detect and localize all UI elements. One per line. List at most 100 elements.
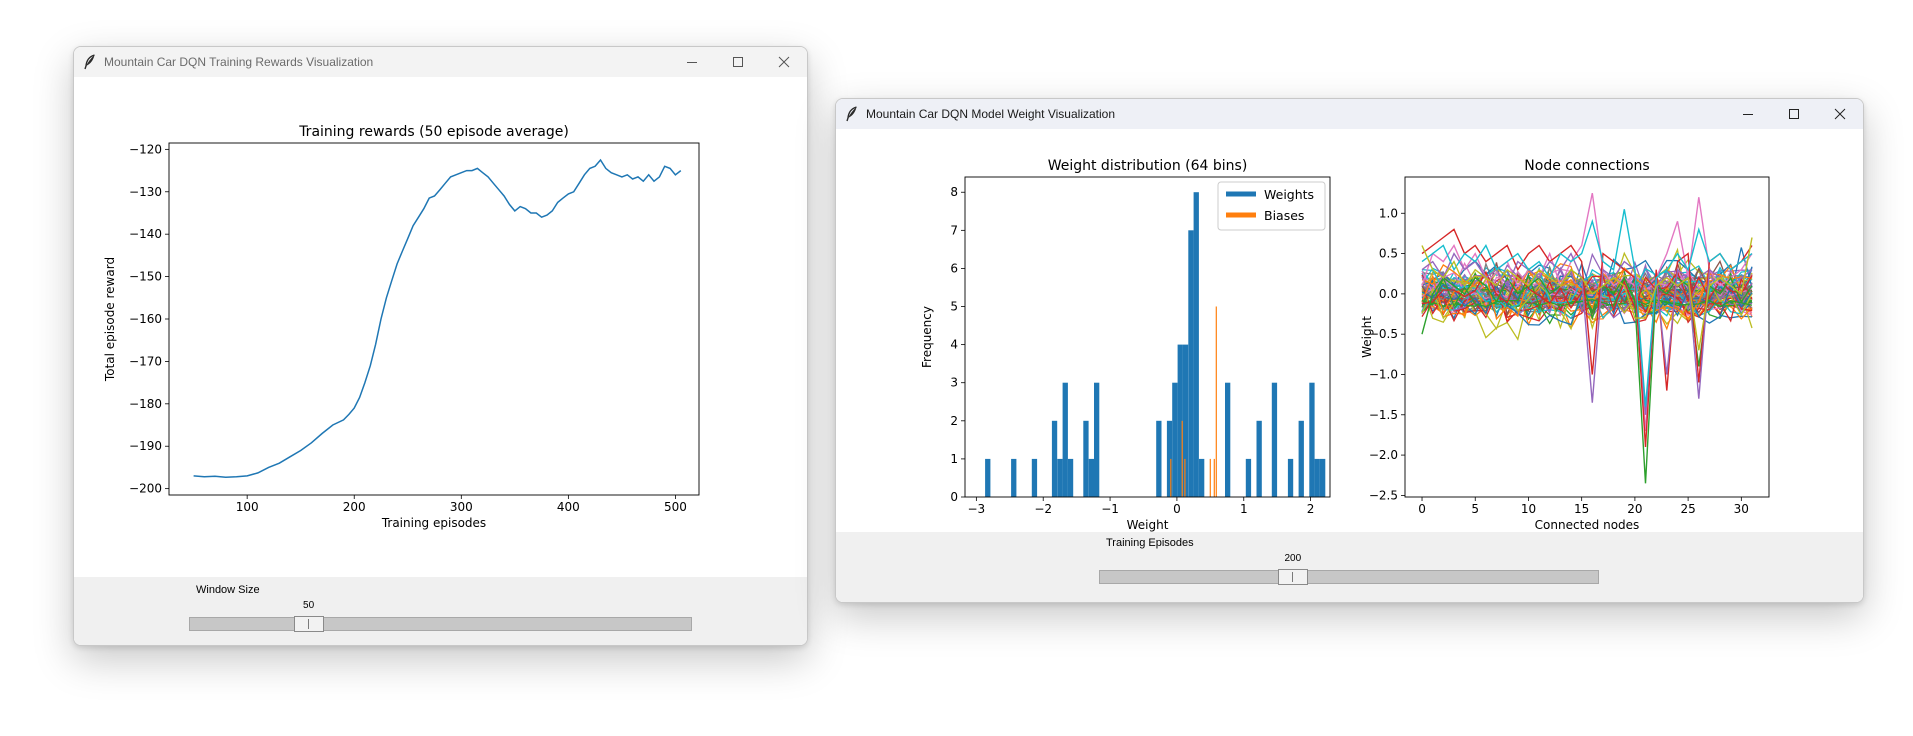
plot-frame bbox=[964, 176, 1331, 498]
weights-bar bbox=[1314, 458, 1320, 497]
x-axis-label: Weight bbox=[1127, 518, 1169, 532]
close-icon bbox=[778, 56, 790, 68]
weights-bar bbox=[1182, 344, 1189, 497]
y-tick-label: 0 bbox=[950, 490, 958, 504]
node-series-group bbox=[1421, 192, 1753, 484]
maximize-button[interactable] bbox=[1771, 99, 1817, 129]
y-tick-label: 1 bbox=[950, 452, 958, 466]
node-series-line bbox=[1421, 266, 1753, 303]
y-axis-label: Frequency bbox=[920, 306, 934, 368]
chart-title: Node connections bbox=[1524, 158, 1649, 174]
y-tick-label: −2.0 bbox=[1369, 448, 1398, 462]
y-tick-label: −150 bbox=[129, 270, 162, 284]
control-panel: Window Size 50 bbox=[74, 577, 807, 645]
x-tick-label: 100 bbox=[236, 500, 259, 514]
node-series-line bbox=[1421, 252, 1753, 415]
biases-bar bbox=[1213, 458, 1215, 497]
x-tick-label: 30 bbox=[1734, 502, 1749, 516]
y-tick-label: 3 bbox=[950, 376, 958, 390]
plot-frame bbox=[1404, 176, 1770, 498]
weights-bar bbox=[1031, 458, 1038, 497]
weights-bar bbox=[1067, 458, 1074, 497]
weights-bar bbox=[1177, 344, 1183, 497]
biases-bar bbox=[1181, 420, 1183, 497]
weights-bar bbox=[1309, 382, 1315, 497]
weights-bar bbox=[1225, 382, 1231, 497]
close-icon bbox=[1834, 108, 1846, 120]
x-tick-label: 500 bbox=[664, 500, 687, 514]
minimize-button[interactable] bbox=[669, 47, 715, 77]
weights-bar bbox=[985, 458, 991, 497]
slider-value: 200 bbox=[1284, 553, 1302, 564]
chart-title: Training rewards (50 episode average) bbox=[298, 124, 569, 140]
plot-frame bbox=[168, 142, 700, 496]
weights-bar bbox=[1088, 458, 1094, 497]
x-tick-label: −3 bbox=[968, 502, 986, 516]
minimize-icon bbox=[1743, 114, 1753, 115]
maximize-button[interactable] bbox=[715, 47, 761, 77]
x-tick-label: 10 bbox=[1521, 502, 1536, 516]
biases-bar bbox=[1209, 458, 1211, 497]
weights-bar bbox=[1287, 458, 1294, 497]
series-biases bbox=[1170, 306, 1217, 497]
slider-thumb[interactable] bbox=[293, 616, 324, 632]
weights-figure: Weight distribution (64 bins) Weight Frequ… bbox=[920, 158, 1770, 532]
node-series-line bbox=[1421, 228, 1753, 448]
weights-bar bbox=[1062, 382, 1068, 497]
weights-bar bbox=[1188, 230, 1194, 498]
window-content: Weight distribution (64 bins) Weight Frequ… bbox=[836, 129, 1863, 602]
slider-label: Training Episodes bbox=[1106, 537, 1194, 549]
y-tick-label: −190 bbox=[129, 439, 162, 453]
x-tick-label: 1 bbox=[1240, 502, 1248, 516]
title-bar[interactable]: Mountain Car DQN Training Rewards Visual… bbox=[74, 47, 807, 77]
y-tick-label: 2 bbox=[950, 414, 958, 428]
x-tick-label: 20 bbox=[1627, 502, 1642, 516]
close-button[interactable] bbox=[1817, 99, 1863, 129]
maximize-icon bbox=[733, 57, 743, 67]
weights-bar bbox=[1271, 382, 1278, 497]
weights-bar bbox=[1245, 458, 1252, 497]
y-tick-label: −160 bbox=[129, 312, 162, 326]
x-axis-label: Connected nodes bbox=[1535, 518, 1640, 532]
series-weights bbox=[985, 192, 1326, 498]
training-episodes-slider[interactable]: 200 bbox=[1099, 553, 1599, 585]
y-tick-label: 7 bbox=[950, 223, 958, 237]
feather-icon bbox=[84, 54, 95, 70]
rewards-chart: Training rewards (50 episode average) Tra… bbox=[103, 124, 700, 530]
y-tick-label: −0.5 bbox=[1369, 327, 1398, 341]
feather-icon bbox=[846, 106, 857, 122]
biases-bar bbox=[1215, 306, 1217, 497]
node-series-line bbox=[1421, 276, 1753, 306]
weights-bar bbox=[1156, 420, 1162, 497]
x-tick-label: 5 bbox=[1471, 502, 1479, 516]
x-tick-label: −1 bbox=[1101, 502, 1119, 516]
title-bar[interactable]: Mountain Car DQN Model Weight Visualizat… bbox=[836, 99, 1863, 129]
chart-1: Weight distribution (64 bins) Weight Frequ… bbox=[920, 158, 1331, 532]
slider-thumb[interactable] bbox=[1277, 569, 1308, 585]
y-tick-label: −1.0 bbox=[1369, 367, 1398, 381]
window-title: Mountain Car DQN Training Rewards Visual… bbox=[104, 55, 374, 69]
x-tick-label: 300 bbox=[450, 500, 473, 514]
y-axis-label: Weight bbox=[1360, 316, 1374, 358]
y-tick-label: 0.5 bbox=[1379, 247, 1398, 261]
weights-bar bbox=[1320, 458, 1326, 497]
close-button[interactable] bbox=[761, 47, 807, 77]
window-size-slider[interactable]: 50 bbox=[189, 600, 692, 632]
minimize-button[interactable] bbox=[1725, 99, 1771, 129]
y-tick-label: −2.5 bbox=[1369, 488, 1398, 502]
weights-window: Mountain Car DQN Model Weight Visualizat… bbox=[835, 98, 1864, 603]
biases-bar bbox=[1170, 458, 1172, 497]
x-tick-label: 0 bbox=[1173, 502, 1181, 516]
node-series-line bbox=[1421, 192, 1753, 431]
rewards-window: Mountain Car DQN Training Rewards Visual… bbox=[73, 46, 808, 646]
weights-bar bbox=[1172, 382, 1178, 497]
y-tick-label: 5 bbox=[950, 300, 958, 314]
y-tick-label: −170 bbox=[129, 354, 162, 368]
y-tick-label: −180 bbox=[129, 397, 162, 411]
slider-value: 50 bbox=[303, 600, 315, 611]
x-tick-label: 400 bbox=[557, 500, 580, 514]
node-series-line bbox=[1421, 209, 1753, 407]
window-title: Mountain Car DQN Model Weight Visualizat… bbox=[866, 107, 1116, 121]
y-tick-label: −140 bbox=[129, 227, 162, 241]
y-tick-label: 6 bbox=[950, 261, 958, 275]
